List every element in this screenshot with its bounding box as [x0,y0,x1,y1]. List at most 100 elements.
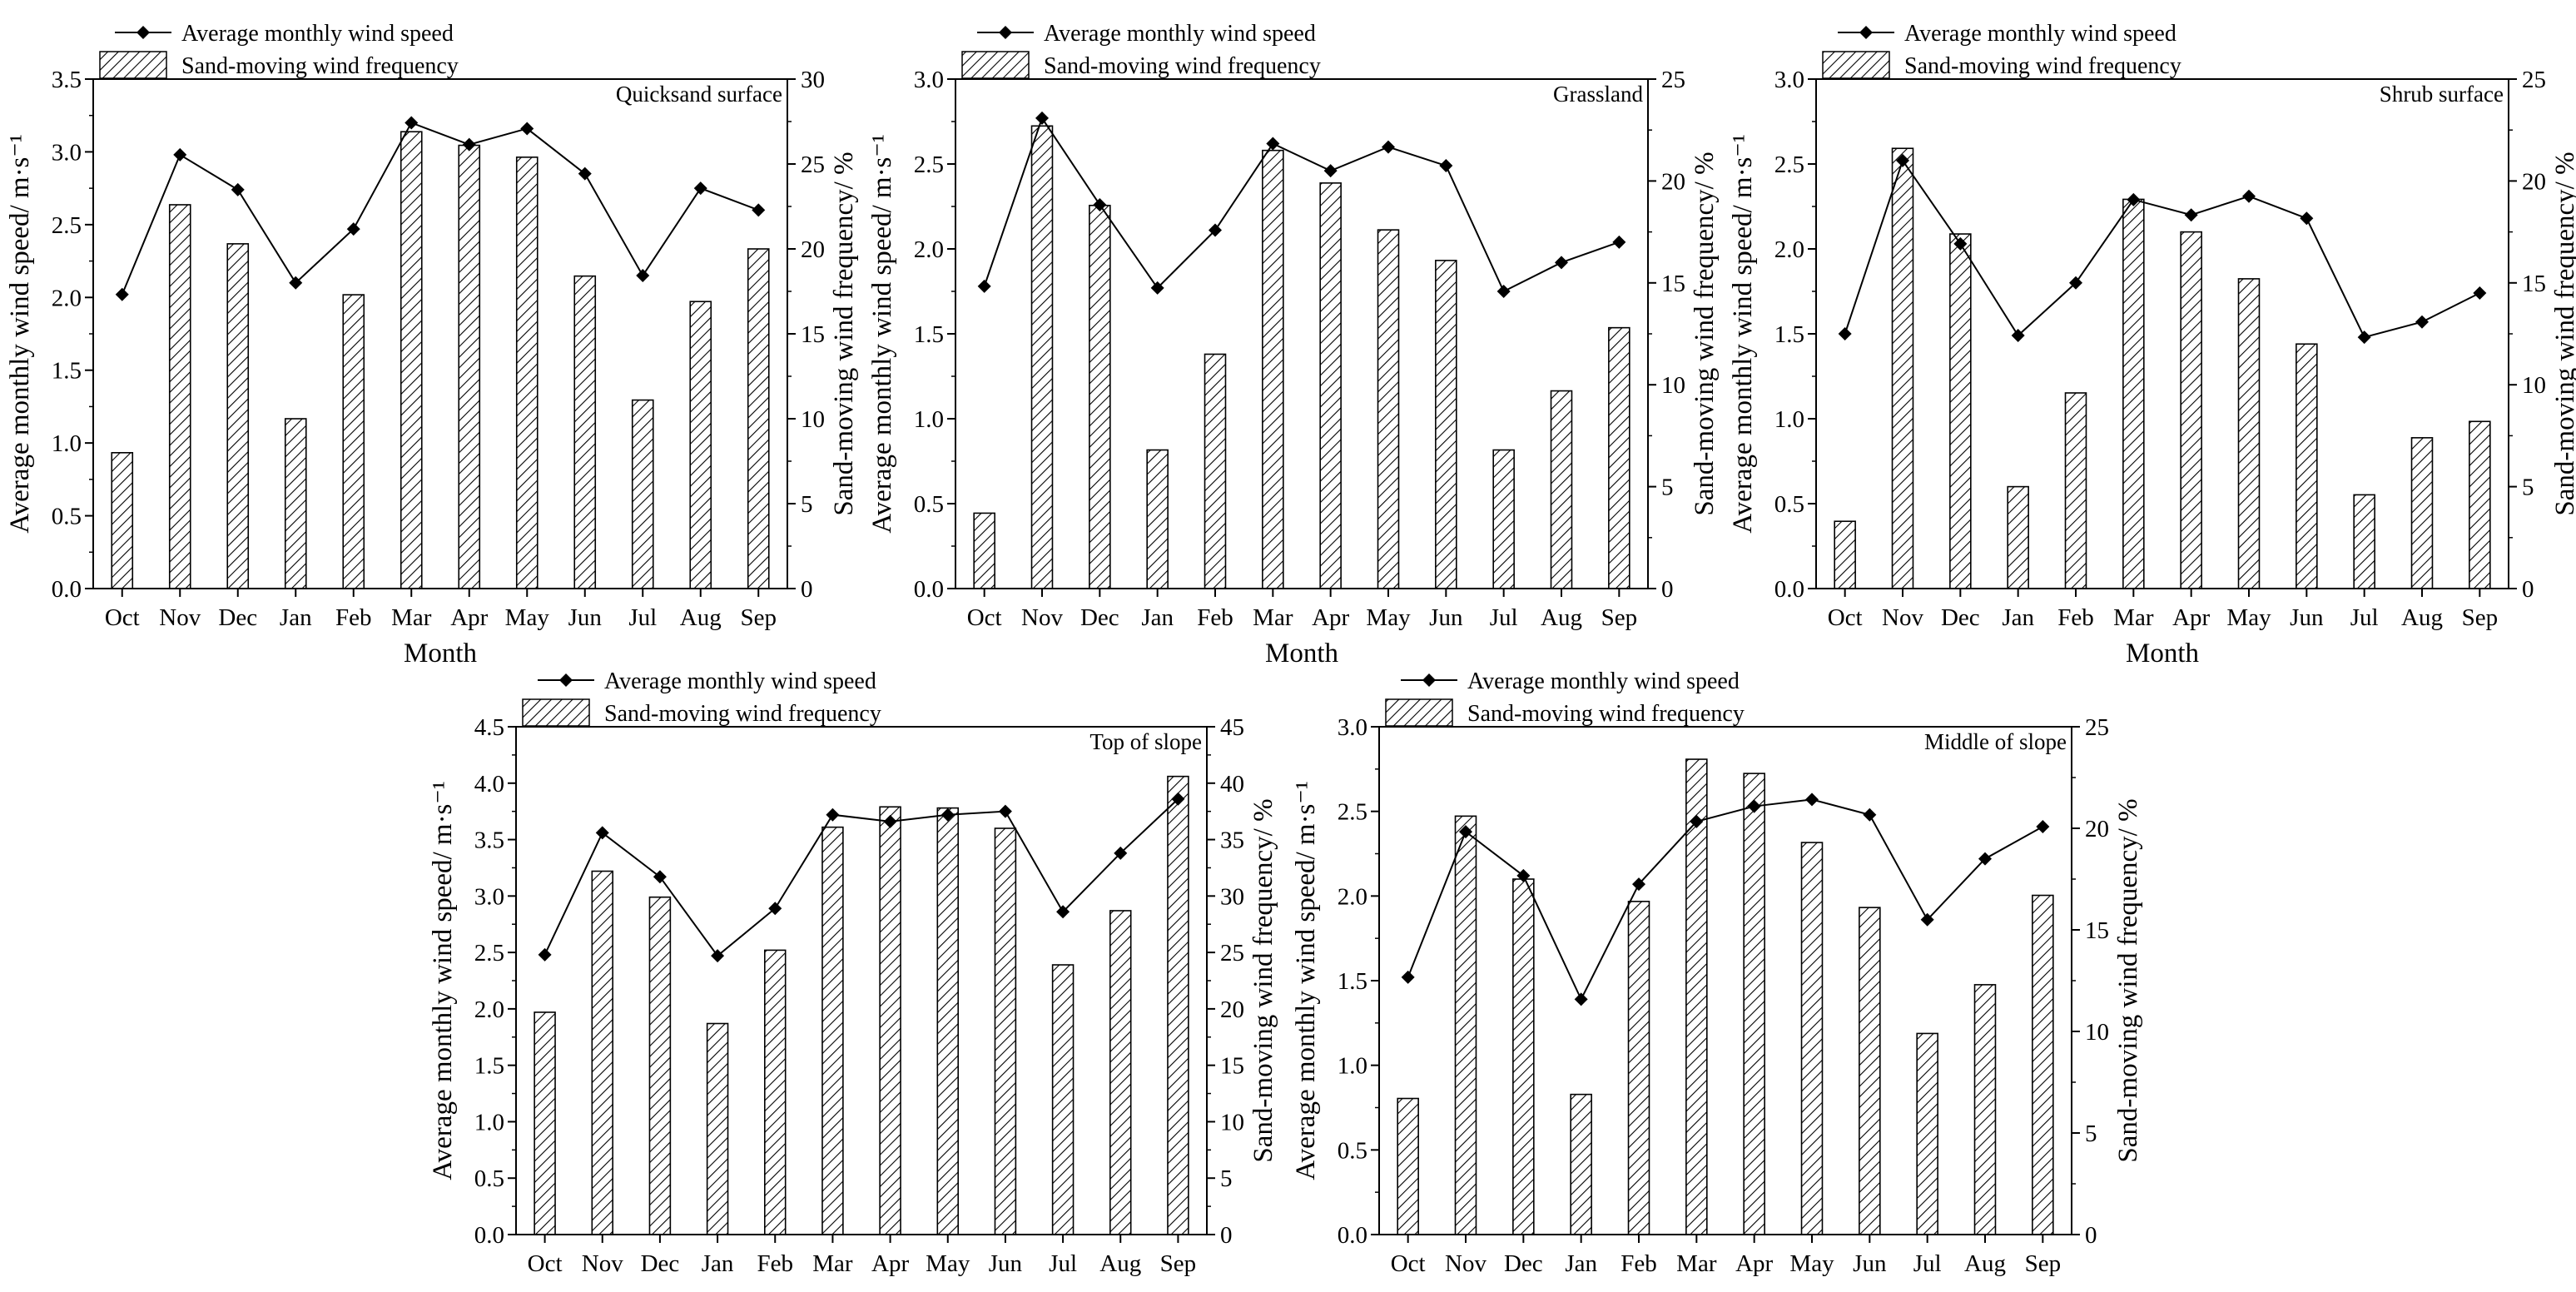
point-mar [405,116,419,130]
point-feb [1632,877,1645,892]
right-tick-label: 5 [801,491,813,518]
bar-sep [1167,775,1189,1235]
x-axis-label: Month [2126,639,2200,668]
x-tick-label-feb: Feb [1197,604,1233,631]
bar-jul [1916,1032,1938,1235]
x-tick-label-may: May [505,604,550,631]
bar-apr [879,806,901,1235]
point-may [941,808,955,822]
point-mar [1690,814,1704,828]
bar-jan [1570,1093,1592,1235]
left-y-axis-label: Average monthly wind speed/ m·s⁻¹ [1291,781,1321,1180]
bar-jan [284,418,307,589]
point-nov [1459,825,1472,839]
x-tick-label-mar: Mar [1253,604,1293,631]
x-tick-label-jul: Jul [1913,1250,1942,1277]
plot-frame [1815,78,2509,589]
left-y-axis-label: Average monthly wind speed/ m·s⁻¹ [428,781,458,1180]
x-tick-label-may: May [2226,604,2271,631]
right-y-axis-label: Sand-moving wind frequency/ % [1690,152,1720,515]
legend-label-wind-speed: Average monthly wind speed [1904,21,2176,47]
x-tick-label-oct: Oct [1391,1250,1426,1277]
left-tick-label: 3.0 [914,67,944,93]
left-tick-label: 2.5 [52,212,82,239]
bar-jun [2296,343,2318,589]
right-tick-label: 15 [2522,271,2546,297]
x-tick-label-feb: Feb [1621,1250,1657,1277]
right-tick-label: 25 [801,152,825,178]
left-tick-label: 1.0 [1774,406,1804,433]
left-y-axis-label: Average monthly wind speed/ m·s⁻¹ [5,134,35,533]
legend-label-wind-frequency: Sand-moving wind frequency [1044,53,1321,79]
x-tick-label-apr: Apr [2172,604,2210,631]
point-aug [2415,315,2429,329]
point-aug [1114,846,1128,860]
left-tick-label: 2.0 [474,996,504,1023]
bar-mar [400,131,423,589]
point-feb [1209,223,1222,237]
bar-mar [1685,758,1708,1235]
point-dec [1093,197,1107,211]
x-tick-label-sep: Sep [2025,1250,2062,1277]
x-tick-label-dec: Dec [218,604,257,631]
right-tick-label: 20 [2085,816,2109,842]
chart-panel-3: 0.0 0.5 1.0 1.5 2.0 2.5 3.0 0 5 10 15 20 25 Oct Nov Dec… [1728,21,2576,668]
right-tick-label: 20 [1661,168,1685,195]
legend-bar-swatch [1822,51,1890,79]
x-tick-label-apr: Apr [450,604,488,631]
point-sep [752,203,766,217]
bar-may [936,807,960,1235]
bar-aug [1109,910,1132,1235]
point-mar [1266,137,1280,151]
point-nov [1035,111,1049,125]
point-jul [636,269,650,283]
right-tick-label: 45 [1220,714,1244,741]
legend-diamond-marker [559,673,573,687]
right-tick-label: 25 [1220,940,1244,967]
right-tick-label: 10 [2522,372,2546,399]
legend-bar-swatch [961,51,1030,79]
bar-jun [573,275,597,589]
x-tick-label-sep: Sep [1601,604,1638,631]
x-tick-label-sep: Sep [2462,604,2499,631]
wind-speed-line [1407,798,2043,1001]
bar-nov [1030,125,1054,589]
right-tick-label: 0 [801,576,813,603]
point-feb [2069,276,2082,290]
point-jun [2300,211,2314,226]
left-tick-label: 0.5 [1338,1137,1367,1164]
bar-feb [1204,353,1227,589]
wind-speed-line [1844,158,2480,339]
left-tick-label: 0.0 [474,1222,504,1249]
left-tick-label: 1.0 [914,406,944,433]
wind-speed-line [543,798,1179,957]
right-tick-label: 25 [1661,67,1685,93]
left-tick-label: 3.5 [52,67,82,93]
bar-sep [747,248,770,589]
left-tick-label: 1.5 [52,358,82,385]
legend-label-wind-speed: Average monthly wind speed [1044,21,1316,47]
left-tick-label: 3.0 [52,139,82,166]
left-tick-label: 0.5 [914,491,944,518]
right-tick-label: 25 [2522,67,2546,93]
point-sep [2473,286,2487,301]
bar-may [1800,842,1824,1235]
x-tick-label-sep: Sep [1160,1250,1197,1277]
x-tick-label-may: May [1789,1250,1834,1277]
x-tick-label-aug: Aug [680,604,722,631]
point-apr [1323,164,1338,178]
point-oct [1401,970,1415,984]
left-tick-label: 1.5 [914,321,944,348]
left-tick-label: 4.5 [474,714,504,741]
left-tick-label: 3.0 [1774,67,1804,93]
bar-nov [168,204,191,589]
point-sep [2036,819,2050,833]
bar-aug [2410,437,2434,589]
plot-frame [515,726,1208,1235]
x-tick-label-jul: Jul [628,604,657,631]
x-tick-label-may: May [926,1250,970,1277]
point-dec [1953,236,1968,251]
left-tick-label: 2.5 [1338,799,1367,826]
point-oct [1838,327,1852,340]
right-y-axis-label: Sand-moving wind frequency/ % [2550,152,2576,515]
